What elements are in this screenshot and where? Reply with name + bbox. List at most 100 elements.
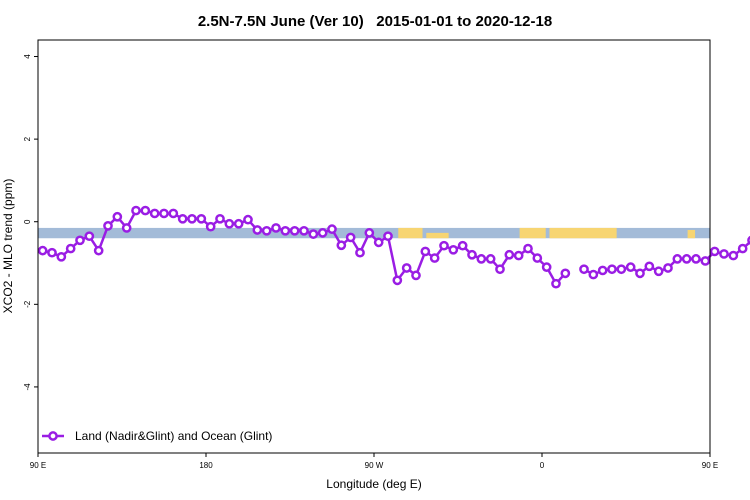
chart-title: 2.5N-7.5N June (Ver 10) 2015-01-01 to 20… — [198, 13, 552, 30]
data-point — [401, 263, 412, 273]
data-point — [644, 261, 655, 272]
data-point — [84, 231, 95, 242]
data-point — [317, 228, 328, 238]
data-point — [579, 264, 589, 275]
data-point — [616, 264, 627, 275]
data-point — [103, 221, 113, 231]
plot-frame — [37, 39, 711, 454]
data-point — [373, 237, 384, 248]
data-point — [205, 221, 216, 232]
data-point — [485, 254, 496, 264]
land-segment — [398, 227, 423, 239]
data-point — [65, 243, 76, 254]
data-point — [457, 240, 468, 251]
data-point — [728, 250, 739, 261]
data-point — [467, 249, 477, 260]
data-point — [336, 240, 347, 251]
data-point — [513, 250, 524, 261]
data-point — [168, 208, 179, 219]
data-point — [635, 268, 645, 279]
data-point — [439, 240, 449, 251]
data-point — [588, 269, 599, 280]
data-point — [299, 225, 309, 236]
data-point — [149, 208, 160, 219]
x-tick-label: 90 W — [365, 461, 384, 470]
x-tick-label: 180 — [199, 461, 213, 470]
data-point — [429, 253, 440, 263]
data-point — [289, 225, 300, 236]
data-point — [252, 225, 263, 235]
data-point — [700, 256, 711, 266]
data-point — [476, 254, 487, 264]
x-axis-label: Longitude (deg E) — [326, 477, 421, 491]
data-point — [140, 205, 151, 216]
data-point — [681, 254, 692, 264]
data-point — [420, 246, 431, 257]
data-point — [187, 213, 197, 224]
data-point — [653, 266, 664, 277]
data-point — [504, 249, 515, 260]
data-point — [523, 243, 533, 254]
data-point — [243, 214, 253, 225]
data-point — [56, 251, 67, 262]
data-point — [224, 218, 235, 229]
data-point — [625, 262, 636, 272]
data-point — [327, 224, 337, 235]
data-point — [177, 213, 188, 224]
data-point — [597, 265, 608, 276]
data-point — [709, 246, 720, 257]
data-point — [737, 243, 748, 254]
y-tick-labels: 4 2 0 -2 -4 — [23, 54, 32, 391]
y-tick-label: -2 — [23, 300, 32, 308]
data-point — [392, 275, 403, 286]
land-segment — [426, 232, 449, 239]
data-point — [495, 264, 505, 275]
legend: Land (Nadir&Glint) and Ocean (Glint) — [42, 429, 272, 443]
land-segment — [549, 227, 617, 239]
y-tick-label: 2 — [23, 136, 32, 141]
data-point — [75, 235, 85, 246]
data-point — [551, 278, 561, 289]
data-point — [541, 262, 552, 272]
y-axis-label: XCO2 - MLO trend (ppm) — [1, 179, 15, 314]
data-point — [37, 245, 48, 256]
data-point — [233, 218, 244, 229]
y-tick-label: 4 — [23, 54, 32, 59]
data-point — [672, 254, 683, 264]
series-line — [42, 209, 567, 285]
land-segment — [687, 229, 696, 239]
data-point — [131, 205, 141, 216]
legend-label: Land (Nadir&Glint) and Ocean (Glint) — [75, 429, 272, 443]
x-tick-label: 90 E — [30, 461, 46, 470]
data-point — [261, 225, 272, 236]
tick-marks — [34, 56, 711, 457]
data-point — [364, 228, 375, 238]
data-point — [355, 247, 365, 258]
x-tick-label: 90 E — [702, 461, 718, 470]
data-point — [411, 270, 421, 281]
series-layer — [37, 205, 750, 289]
x-tick-labels: 90 E 180 90 W 0 90 E — [30, 461, 718, 470]
data-point — [719, 249, 729, 259]
data-point — [308, 229, 319, 239]
data-point — [607, 264, 617, 275]
data-point — [215, 213, 225, 224]
y-tick-label: -4 — [23, 383, 32, 391]
data-point — [271, 223, 281, 233]
data-point — [47, 247, 57, 258]
data-point — [663, 263, 673, 273]
data-point — [280, 225, 291, 236]
data-point — [532, 253, 543, 263]
data-point — [196, 213, 207, 224]
data-point — [691, 254, 701, 264]
y-tick-label: 0 — [23, 219, 32, 224]
data-point — [159, 208, 169, 219]
data-point — [121, 223, 132, 233]
x-tick-label: 0 — [540, 461, 545, 470]
legend-marker — [48, 431, 58, 441]
data-point — [112, 211, 123, 222]
data-point — [560, 268, 571, 279]
data-point — [345, 232, 356, 243]
data-point — [383, 231, 393, 242]
